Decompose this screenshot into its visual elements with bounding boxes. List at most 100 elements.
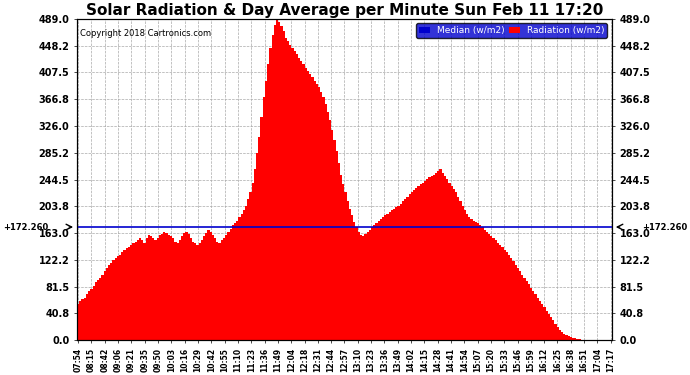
- Bar: [126, 248, 128, 340]
- Bar: [333, 140, 335, 340]
- Bar: [546, 310, 548, 340]
- Bar: [386, 214, 388, 340]
- Bar: [469, 217, 471, 340]
- Bar: [291, 48, 294, 340]
- Bar: [276, 19, 278, 340]
- Bar: [99, 278, 101, 340]
- Bar: [164, 232, 166, 340]
- Bar: [267, 64, 269, 340]
- Bar: [557, 327, 559, 340]
- Bar: [382, 217, 384, 340]
- Bar: [179, 240, 181, 340]
- Bar: [388, 212, 391, 340]
- Bar: [462, 206, 464, 340]
- Bar: [471, 219, 473, 340]
- Bar: [302, 64, 305, 340]
- Bar: [480, 225, 482, 340]
- Bar: [502, 247, 504, 340]
- Bar: [408, 194, 411, 340]
- Title: Solar Radiation & Day Average per Minute Sun Feb 11 17:20: Solar Radiation & Day Average per Minute…: [86, 3, 603, 18]
- Bar: [338, 163, 340, 340]
- Bar: [92, 286, 95, 340]
- Bar: [351, 215, 353, 340]
- Bar: [565, 335, 568, 340]
- Bar: [294, 51, 296, 340]
- Bar: [285, 38, 287, 340]
- Bar: [342, 184, 344, 340]
- Bar: [283, 32, 285, 340]
- Bar: [393, 209, 395, 340]
- Bar: [435, 172, 437, 340]
- Bar: [353, 222, 355, 340]
- Bar: [411, 192, 413, 340]
- Bar: [203, 236, 205, 340]
- Bar: [570, 337, 572, 340]
- Bar: [360, 235, 362, 340]
- Bar: [112, 260, 115, 340]
- Bar: [170, 236, 172, 340]
- Bar: [552, 321, 554, 340]
- Bar: [316, 84, 318, 340]
- Bar: [335, 151, 338, 340]
- Bar: [95, 282, 97, 340]
- Bar: [97, 280, 99, 340]
- Bar: [539, 301, 541, 340]
- Bar: [400, 204, 402, 340]
- Bar: [537, 297, 539, 340]
- Bar: [219, 243, 221, 340]
- Bar: [155, 240, 157, 340]
- Bar: [528, 284, 530, 340]
- Bar: [300, 61, 302, 340]
- Bar: [305, 68, 307, 340]
- Bar: [79, 301, 81, 340]
- Bar: [77, 304, 79, 340]
- Bar: [526, 281, 528, 340]
- Bar: [106, 268, 108, 340]
- Bar: [150, 236, 152, 340]
- Bar: [362, 236, 364, 340]
- Bar: [431, 176, 433, 340]
- Bar: [168, 235, 170, 340]
- Bar: [460, 201, 462, 340]
- Bar: [413, 190, 415, 340]
- Bar: [148, 235, 150, 340]
- Bar: [455, 192, 457, 340]
- Bar: [442, 172, 444, 340]
- Bar: [497, 243, 499, 340]
- Bar: [186, 232, 188, 340]
- Bar: [448, 183, 451, 340]
- Bar: [583, 339, 585, 340]
- Bar: [466, 214, 469, 340]
- Bar: [324, 104, 327, 340]
- Bar: [157, 238, 159, 340]
- Bar: [440, 170, 442, 340]
- Bar: [141, 240, 144, 340]
- Bar: [424, 181, 426, 340]
- Bar: [477, 223, 480, 340]
- Bar: [238, 217, 241, 340]
- Bar: [243, 210, 245, 340]
- Bar: [194, 243, 197, 340]
- Bar: [446, 179, 448, 340]
- Bar: [532, 291, 535, 340]
- Bar: [261, 117, 263, 340]
- Bar: [457, 197, 460, 340]
- Bar: [320, 92, 322, 340]
- Bar: [473, 220, 475, 340]
- Bar: [357, 232, 360, 340]
- Bar: [318, 87, 320, 340]
- Bar: [256, 153, 258, 340]
- Bar: [519, 271, 521, 340]
- Bar: [108, 265, 110, 340]
- Bar: [128, 247, 130, 340]
- Bar: [201, 240, 203, 340]
- Bar: [513, 261, 515, 340]
- Bar: [484, 230, 486, 340]
- Bar: [181, 236, 183, 340]
- Text: +172.260: +172.260: [3, 222, 48, 231]
- Bar: [559, 330, 561, 340]
- Bar: [254, 170, 256, 340]
- Bar: [146, 238, 148, 340]
- Bar: [137, 240, 139, 340]
- Bar: [510, 258, 513, 340]
